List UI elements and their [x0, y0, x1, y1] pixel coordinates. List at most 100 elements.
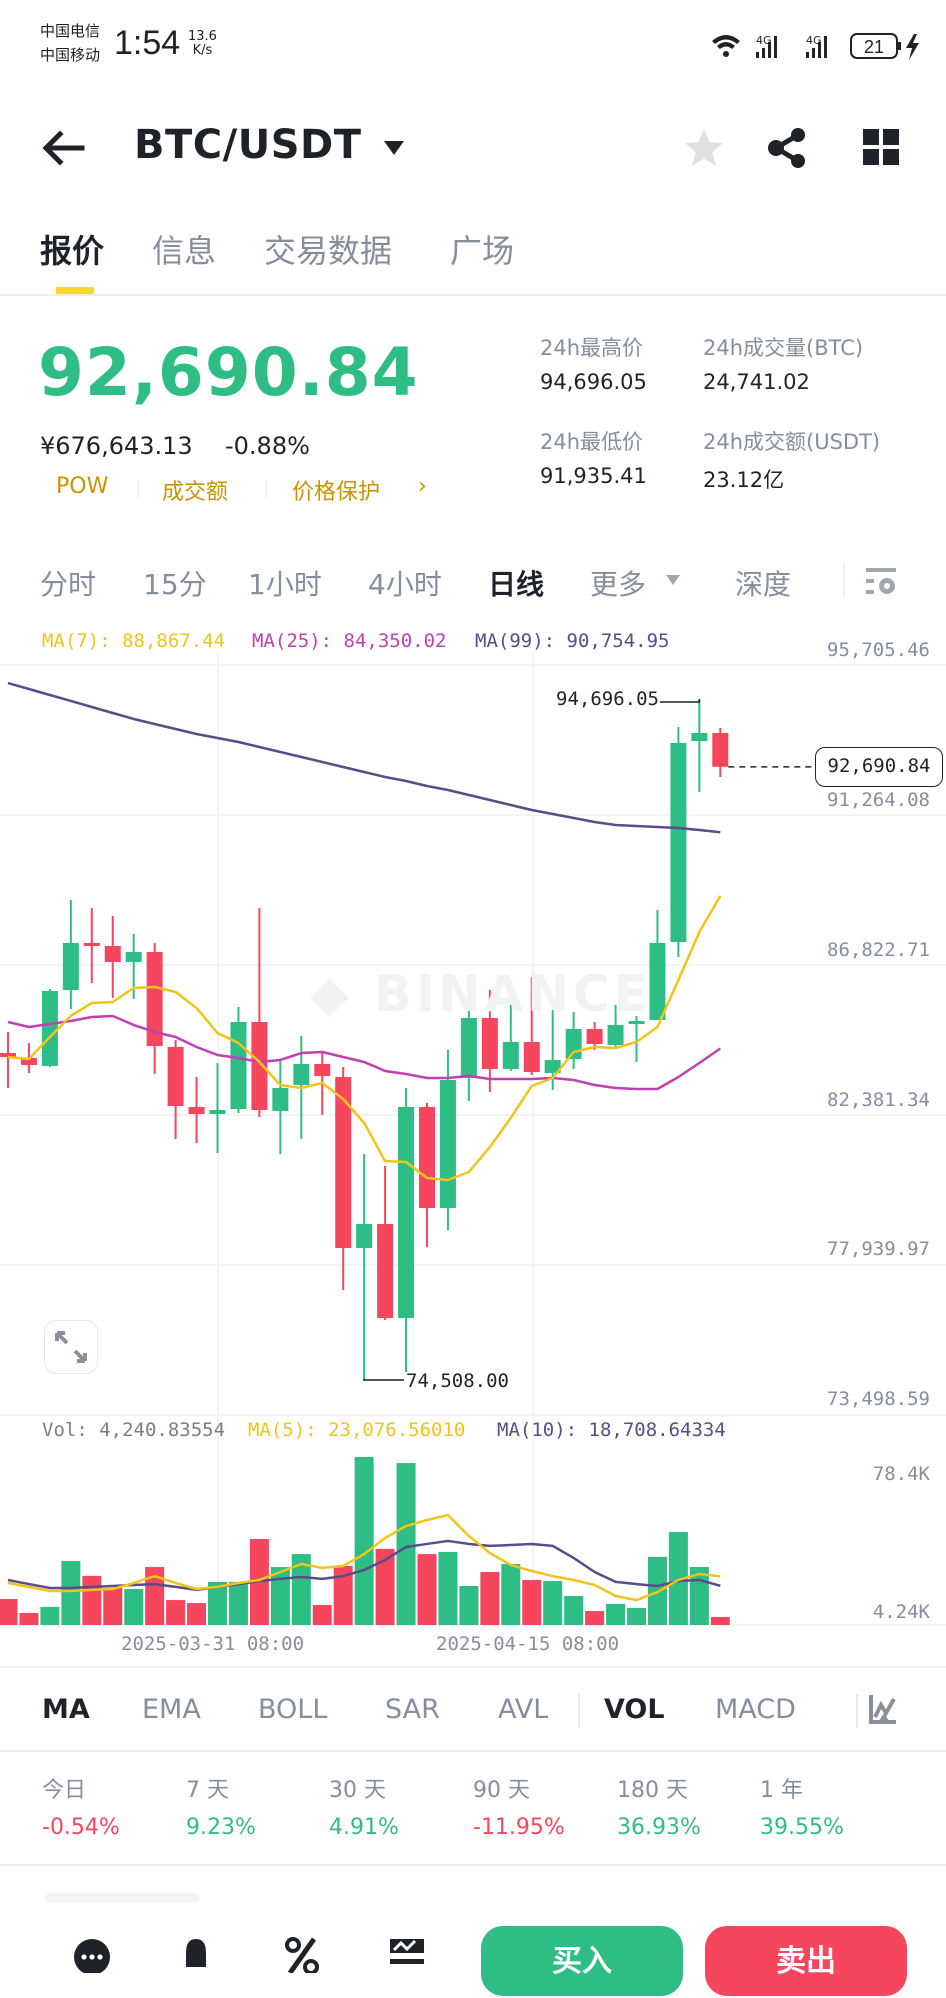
sell-button[interactable]: 卖出: [705, 1926, 907, 1996]
bell-icon: [186, 1939, 206, 1967]
chart-bottom-divider: [0, 1666, 946, 1668]
perf-value-90d: -11.95%: [473, 1815, 565, 1840]
chat-icon: [74, 1939, 110, 1975]
indicator-divider-line: [0, 1750, 946, 1752]
low-24h-label: 24h最低价: [540, 430, 644, 454]
tabs-divider: [0, 294, 946, 296]
interval-1d[interactable]: 日线: [488, 568, 545, 601]
clock: 1:54: [114, 24, 181, 62]
fee-button[interactable]: [284, 1937, 320, 1975]
status-icons: 4G 4G 21: [710, 30, 940, 62]
indicator-sar[interactable]: SAR: [385, 1694, 440, 1725]
share-button[interactable]: [766, 126, 810, 170]
favorite-button[interactable]: [682, 126, 726, 170]
perf-label-1y: 1 年: [760, 1778, 803, 1803]
alert-button[interactable]: [178, 1937, 214, 1973]
perf-label-90d: 90 天: [473, 1778, 530, 1803]
volume-axis-tick: 78.4K: [872, 1463, 930, 1485]
low-annotation: 74,508.00: [406, 1370, 509, 1392]
binance-watermark: ◆ BINANCE: [310, 965, 652, 1023]
pair-dropdown[interactable]: [382, 138, 406, 158]
interval-15m[interactable]: 15分: [143, 568, 207, 601]
star-icon: [685, 129, 723, 166]
current-price-marker: 92,690.84: [815, 747, 943, 787]
tag-price-protection[interactable]: 价格保护: [292, 480, 381, 505]
tag-divider: [138, 480, 139, 498]
volume-legend: Vol: 4,240.83554: [42, 1419, 226, 1441]
signal-2-icon: [806, 36, 827, 58]
volume-btc-label: 24h成交量(BTC): [703, 336, 864, 360]
fullscreen-button[interactable]: [44, 1320, 98, 1374]
price-axis-tick: 82,381.34: [827, 1089, 930, 1111]
indicator-avl[interactable]: AVL: [498, 1694, 549, 1725]
date-label: 2025-04-15 08:00: [436, 1633, 620, 1655]
drag-handle: [45, 1893, 200, 1903]
grid-strategy-button[interactable]: [389, 1937, 425, 1973]
battery-icon: 21: [850, 33, 901, 59]
percent-icon: [285, 1937, 319, 1975]
indicator-ma[interactable]: MA: [42, 1694, 90, 1725]
layout-menu-button[interactable]: [862, 128, 900, 166]
perf-value-today: -0.54%: [42, 1815, 120, 1840]
tab-square[interactable]: 广场: [450, 232, 515, 270]
price-axis-tick: 77,939.97: [827, 1238, 930, 1260]
sell-label: 卖出: [776, 1944, 836, 1979]
buy-button[interactable]: 买入: [481, 1926, 683, 1996]
chevron-right-icon[interactable]: ›: [418, 474, 427, 499]
last-price: 92,690.84: [38, 334, 419, 411]
indicator-divider: [856, 1694, 858, 1728]
share-icon: [768, 128, 805, 168]
volume-usdt-value: 23.12亿: [703, 468, 785, 492]
caret-down-icon: [384, 141, 404, 155]
price-axis-tick: 86,822.71: [827, 939, 930, 961]
interval-time-share[interactable]: 分时: [40, 568, 97, 601]
signal-1-label: 4G: [756, 34, 772, 47]
interval-1h[interactable]: 1小时: [248, 568, 322, 601]
indicator-macd[interactable]: MACD: [715, 1694, 796, 1725]
volume-btc-value: 24,741.02: [703, 370, 810, 394]
volume-ma10-legend: MA(10): 18,708.64334: [497, 1419, 726, 1441]
pair-title[interactable]: BTC/USDT: [134, 122, 362, 168]
interval-4h[interactable]: 4小时: [368, 568, 442, 601]
tab-quote[interactable]: 报价: [40, 232, 105, 270]
ma99-legend: MA(99): 90,754.95: [475, 630, 670, 652]
volume-axis-tick: 4.24K: [872, 1601, 930, 1623]
battery-level: 21: [864, 37, 884, 57]
more-caret[interactable]: [665, 572, 681, 586]
high-annotation: 94,696.05: [556, 688, 659, 710]
volume-usdt-label: 24h成交额(USDT): [703, 430, 881, 454]
binance-logo-icon: ◆: [310, 965, 353, 1023]
tab-info[interactable]: 信息: [152, 232, 217, 270]
price-axis-tick: 91,264.08: [827, 789, 930, 811]
interval-depth[interactable]: 深度: [735, 568, 792, 601]
chart-settings-icon: [866, 568, 896, 594]
chat-button[interactable]: [72, 1937, 112, 1975]
active-tab-indicator: [56, 287, 94, 294]
chart-settings-button[interactable]: [864, 566, 900, 598]
charging-icon: [906, 34, 919, 60]
signal-2-label: 4G: [806, 34, 822, 47]
tag-divider: [266, 480, 267, 498]
back-button[interactable]: [40, 126, 86, 170]
tab-trading-data[interactable]: 交易数据: [264, 232, 393, 270]
buy-label: 买入: [552, 1944, 612, 1979]
caret-down-icon: [666, 575, 680, 585]
net-speed: 13.6 K/s: [188, 30, 217, 58]
net-speed-unit: K/s: [192, 43, 213, 58]
tag-turnover[interactable]: 成交额: [162, 480, 229, 505]
interval-more[interactable]: 更多: [590, 568, 647, 601]
ma25-legend: MA(25): 84,350.02: [252, 630, 447, 652]
indicator-chart-icon: [869, 1695, 896, 1724]
indicator-vol[interactable]: VOL: [604, 1694, 665, 1725]
perf-value-180d: 36.93%: [617, 1815, 701, 1840]
candlestick-chart[interactable]: [0, 0, 946, 1700]
grid-icon: [863, 129, 899, 165]
indicator-boll[interactable]: BOLL: [258, 1694, 328, 1725]
tag-pow[interactable]: POW: [56, 474, 109, 499]
net-speed-value: 13.6: [188, 29, 217, 44]
indicator-divider: [578, 1694, 580, 1728]
indicator-settings-button[interactable]: [868, 1693, 898, 1725]
price-axis-tick: 95,705.46: [827, 639, 930, 661]
high-24h-value: 94,696.05: [540, 370, 647, 394]
indicator-ema[interactable]: EMA: [142, 1694, 201, 1725]
